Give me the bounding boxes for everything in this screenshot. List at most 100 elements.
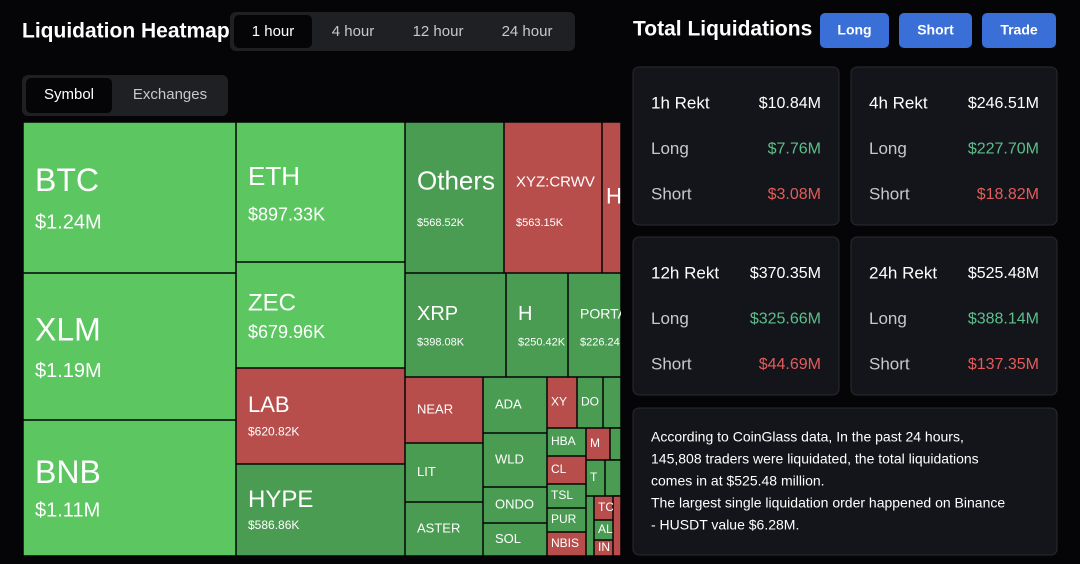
heatmap-cell[interactable]: H $250.42K [506,273,568,377]
cell-bg [405,122,504,273]
heatmap-cell[interactable]: LAB $620.82K [236,368,405,464]
button[interactable] [899,13,972,48]
time-tab[interactable]: 24 hour [502,23,553,40]
heatmap-filler [602,376,622,429]
cell-label: HYPE [248,486,313,513]
cell-label: ZEC [248,290,296,317]
heatmap-cell[interactable]: ONDO [483,487,547,523]
cell-bg [568,273,621,377]
row-value: $44.69M [759,356,821,373]
cell-bg [594,496,613,520]
heatmap-cell[interactable]: DO [577,377,603,428]
info-line: 145,808 traders were liquidated, the tot… [651,451,979,467]
cell-label: AL [598,522,613,536]
cell-bg [23,122,236,273]
heatmap-filler [604,459,622,497]
cell-bg [594,520,613,540]
heatmap-cell[interactable]: WLD [483,433,547,487]
cell-bg [483,377,547,433]
heatmap-cell[interactable]: ZEC $679.96K [236,262,405,368]
button-label[interactable]: Short [917,22,954,38]
button[interactable] [982,13,1056,48]
heatmap-cell[interactable]: ADA [483,377,547,433]
row-label: Long [869,309,907,328]
heatmap-cell[interactable]: ASTER [405,502,483,556]
heatmap-cell[interactable]: Others $568.52K [405,122,504,273]
cell-bg [547,508,586,532]
heatmap-cell[interactable]: LIT [405,443,483,502]
cell-label: NEAR [417,401,453,416]
rekt-card [632,66,840,226]
cell-bg [23,273,236,420]
heatmap-cell[interactable]: SOL [483,523,547,556]
heatmap-cell[interactable]: BNB $1.11M [23,420,236,556]
info-line: The largest single liquidation order hap… [651,495,1005,511]
heatmap-cell[interactable]: CL [547,456,586,484]
rekt-card [850,236,1058,396]
cell-bg [405,377,483,443]
cell-label: ETH [248,161,300,191]
heatmap-cell[interactable]: PORTA $226.24 [568,273,628,377]
view-tab[interactable]: Symbol [44,86,94,103]
row-label: Short [869,354,910,373]
cell-value: $226.24 [580,337,620,349]
heatmap-cell[interactable]: NBIS [547,532,586,556]
button[interactable] [820,13,889,48]
cell-value: $563.15K [516,217,564,229]
time-tab[interactable]: 4 hour [332,23,375,40]
info-line: comes in at $525.48 million. [651,473,825,489]
cell-value: $1.24M [35,211,102,233]
heatmap-cell[interactable]: XLM $1.19M [23,273,236,420]
cell-bg [236,464,405,556]
heatmap-cell[interactable]: T [586,460,605,496]
cell-bg [483,433,547,487]
heatmap-cell[interactable]: HYPE $586.86K [236,464,405,556]
heatmap-cell[interactable]: XY [547,377,577,428]
button-label[interactable]: Long [837,22,871,38]
heatmap-cell[interactable]: XYZ:CRWV $563.15K [504,122,602,273]
view-tab[interactable]: Exchanges [133,86,207,103]
row-value: $227.70M [968,141,1039,158]
time-tab[interactable]: 12 hour [413,23,464,40]
heatmap-cell[interactable]: NEAR [405,377,483,443]
cell-value: $1.19M [35,360,102,382]
cell-bg [483,487,547,523]
row-value: $370.35M [750,265,821,282]
cell-label: H [518,303,532,325]
heatmap-cell[interactable]: HBA [547,428,586,456]
cell-label: CL [551,462,567,476]
row-value: $388.14M [968,311,1039,328]
heatmap-cell[interactable]: ETH $897.33K [236,122,405,262]
cell-value: $897.33K [248,205,325,225]
heatmap-cell[interactable]: TC [594,496,614,520]
cell-bg [602,122,621,273]
cell-value: $620.82K [248,424,299,438]
heatmap-cell[interactable]: H [602,122,622,273]
cell-bg [586,428,610,460]
cell-label: NBIS [551,536,579,550]
row-value: $10.84M [759,95,821,112]
active-tab [26,78,112,113]
row-value: $246.51M [968,95,1039,112]
time-tab[interactable]: 1 hour [252,23,295,40]
row-label: Long [869,139,907,158]
cell-label: Others [417,165,495,195]
cell-bg [547,532,586,556]
cell-label: LIT [417,464,436,479]
heatmap-cell[interactable]: AL [594,520,613,540]
cell-label: TC [598,500,614,514]
heatmap-cell[interactable]: BTC $1.24M [23,122,236,273]
heatmap-cell[interactable]: M [586,428,610,460]
heatmap-cell[interactable]: TSL [547,484,586,508]
cell-bg [405,502,483,556]
cell-bg [23,420,236,556]
heatmap-cell[interactable]: IN [594,540,613,556]
heatmap-cell[interactable]: PUR [547,508,586,532]
row-value: $137.35M [968,356,1039,373]
row-label: 4h Rekt [869,93,928,112]
button-label[interactable]: Trade [1000,22,1038,38]
cell-label: LAB [248,392,290,417]
heatmap-cell[interactable]: XRP $398.08K [405,273,506,377]
rekt-card [632,236,840,396]
